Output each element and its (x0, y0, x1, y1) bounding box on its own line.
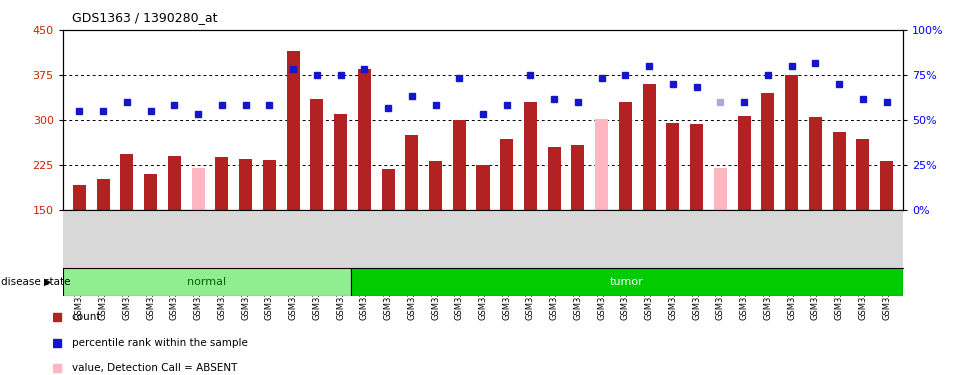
Bar (121, 154, 133, 210)
Bar (351, 268, 903, 296)
Bar (619, 102, 632, 210)
Bar (738, 116, 751, 210)
Text: ▶: ▶ (43, 277, 51, 287)
Bar (642, 84, 656, 210)
Text: count: count (71, 312, 101, 322)
Bar (215, 157, 228, 210)
Text: disease state: disease state (1, 277, 71, 287)
Bar (168, 156, 181, 210)
Bar (357, 69, 371, 210)
Text: value, Detection Call = ABSENT: value, Detection Call = ABSENT (71, 363, 238, 374)
Bar (263, 160, 276, 210)
Text: normal: normal (187, 277, 226, 287)
Bar (239, 159, 252, 210)
Bar (785, 75, 798, 210)
Text: tumor: tumor (611, 277, 644, 287)
Bar (761, 93, 775, 210)
Bar (97, 179, 110, 210)
Bar (524, 102, 537, 210)
Bar (63, 268, 351, 296)
Bar (406, 135, 418, 210)
Bar (809, 117, 822, 210)
Bar (667, 123, 679, 210)
Bar (453, 120, 466, 210)
Bar (595, 119, 609, 210)
Text: GDS1363 / 1390280_at: GDS1363 / 1390280_at (72, 11, 218, 24)
Bar (382, 169, 394, 210)
Bar (429, 161, 442, 210)
Bar (334, 114, 347, 210)
Bar (310, 99, 324, 210)
Bar (476, 165, 490, 210)
Bar (144, 174, 157, 210)
Bar (287, 51, 299, 210)
Bar (833, 132, 845, 210)
Bar (856, 139, 869, 210)
Bar (72, 185, 86, 210)
Bar (548, 147, 560, 210)
Bar (880, 161, 894, 210)
Bar (714, 168, 727, 210)
Bar (572, 145, 584, 210)
Text: percentile rank within the sample: percentile rank within the sample (71, 338, 247, 348)
Bar (690, 124, 703, 210)
Bar (500, 139, 513, 210)
Bar (191, 168, 205, 210)
